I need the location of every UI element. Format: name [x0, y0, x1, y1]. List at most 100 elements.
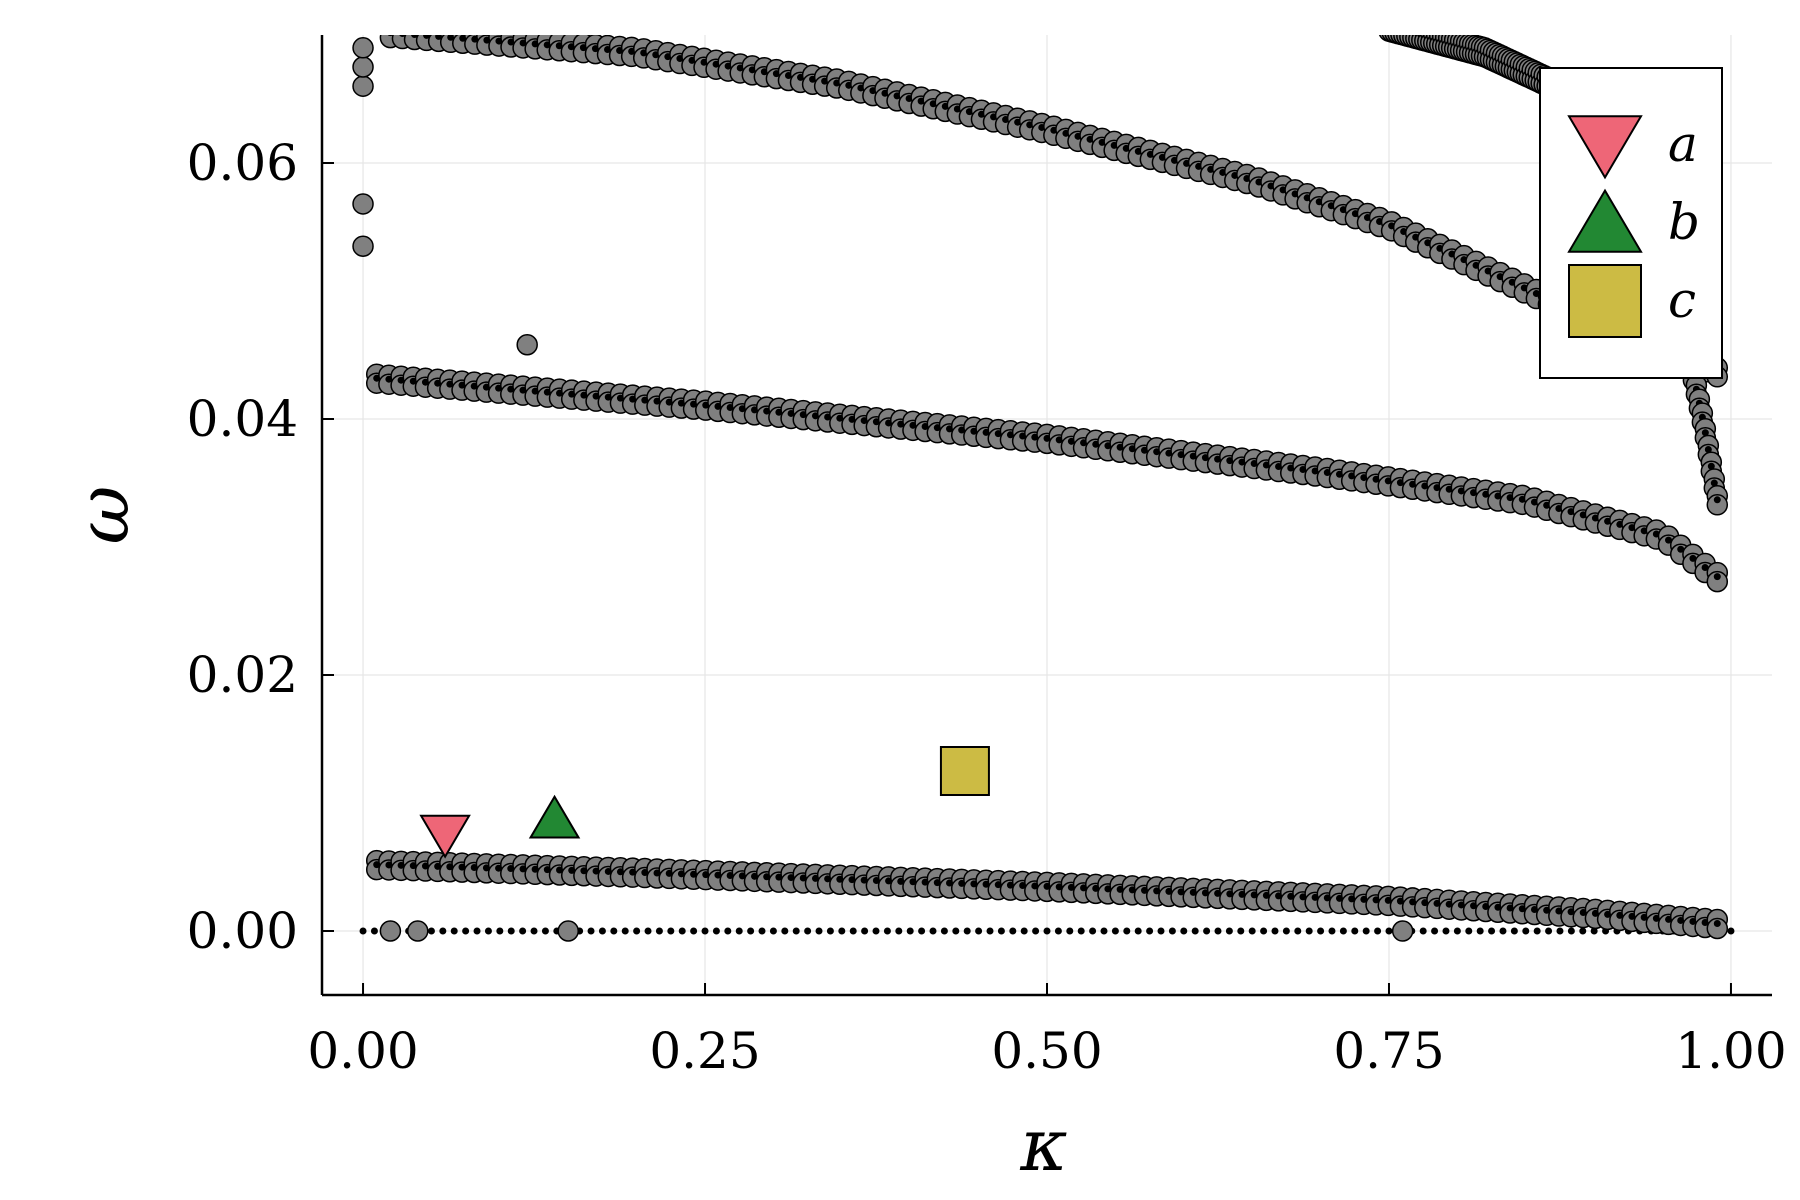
data-point	[352, 193, 374, 215]
data-point-small	[838, 927, 846, 935]
data-point-small	[701, 927, 709, 935]
data-point-small	[462, 927, 470, 935]
data-point-small	[1431, 927, 1439, 935]
data-point-small	[826, 927, 834, 935]
highlight-markers	[419, 746, 990, 859]
legend-label-a: a	[1668, 115, 1698, 173]
data-point-small	[1707, 462, 1715, 470]
data-point-small	[1146, 927, 1154, 935]
data-point-small	[1545, 927, 1553, 935]
data-point	[1706, 570, 1729, 593]
data-point-small	[1567, 927, 1575, 935]
data-point-small	[1328, 927, 1336, 935]
data-point-small	[781, 927, 789, 935]
data-point-small	[724, 927, 732, 935]
x-tick-label: 0.50	[991, 1022, 1102, 1080]
data-point-small	[1043, 927, 1051, 935]
data-point	[1385, 14, 1405, 34]
data-point-small	[1408, 35, 1412, 36]
data-point-small	[1704, 446, 1712, 454]
legend-label-c: c	[1668, 271, 1696, 329]
data-point	[1395, 35, 1401, 36]
data-point-small	[1533, 927, 1541, 935]
data-point	[516, 334, 538, 356]
data-point-small	[1385, 23, 1392, 30]
data-point-small	[1453, 927, 1461, 935]
data-point-small	[1400, 27, 1407, 34]
data-point	[557, 920, 579, 942]
data-point-small	[1271, 927, 1279, 935]
data-point-small	[1665, 536, 1673, 544]
data-point	[1396, 35, 1406, 37]
data-point-small	[1248, 927, 1256, 935]
data-point-small	[423, 35, 431, 39]
data-point-small	[1362, 927, 1370, 935]
legend-marker-c	[1568, 264, 1642, 338]
data-point-small	[872, 927, 880, 935]
data-point-small	[1123, 927, 1131, 935]
data-point-small	[1203, 927, 1211, 935]
data-point	[352, 56, 374, 78]
data-point	[1706, 917, 1729, 940]
data-point-small	[667, 927, 675, 935]
data-point-small	[1713, 919, 1721, 927]
data-point-small	[929, 927, 937, 935]
data-point-small	[918, 927, 926, 935]
x-tick-label: 0.00	[307, 1022, 418, 1080]
data-point-small	[975, 927, 983, 935]
data-point-small	[1260, 927, 1268, 935]
data-point-small	[1134, 927, 1142, 935]
data-point	[1399, 35, 1415, 38]
data-point-small	[507, 927, 515, 935]
data-point-small	[1488, 927, 1496, 935]
data-point-small	[633, 927, 641, 935]
data-point-small	[1590, 927, 1598, 935]
data-point-small	[1394, 25, 1401, 32]
data-point-small	[621, 927, 629, 935]
data-point-small	[387, 35, 393, 37]
data-point-small	[1180, 927, 1188, 935]
data-point-small	[1089, 927, 1097, 935]
data-point	[1397, 35, 1411, 37]
data-point	[379, 920, 402, 942]
data-point-small	[1701, 563, 1709, 571]
data-point-small	[986, 927, 994, 935]
data-point-small	[655, 927, 663, 935]
ticks: 0.00 0.25 0.50 0.75 1.00 0.00 0.02 0.04 0.06	[187, 134, 1787, 1080]
legend-marker-b	[1567, 188, 1643, 253]
data-point-small	[1522, 927, 1530, 935]
data-point-small	[1385, 927, 1393, 935]
data-point-small	[1032, 927, 1040, 935]
data-point-small	[473, 927, 481, 935]
data-point-small	[1419, 927, 1427, 935]
data-point-small	[1727, 927, 1735, 935]
data-point-small	[1713, 573, 1721, 581]
data-point-small	[1391, 24, 1398, 31]
data-point-small	[519, 927, 527, 935]
data-point-small	[411, 35, 418, 38]
x-tick-label: 1.00	[1675, 1022, 1786, 1080]
data-point-small	[587, 927, 595, 935]
data-point-small	[906, 927, 914, 935]
data-point-small	[895, 927, 903, 935]
data-point-small	[359, 927, 367, 935]
data-point-small	[1317, 927, 1325, 935]
data-point-small	[678, 927, 686, 935]
x-axis-title: κ	[1019, 1103, 1067, 1187]
data-point-small	[541, 927, 549, 935]
data-point-small	[1111, 927, 1119, 935]
data-point-small	[1294, 927, 1302, 935]
data-point-small	[484, 927, 492, 935]
legend-marker-a	[1567, 115, 1643, 180]
data-point	[352, 37, 374, 59]
data-point-small	[963, 927, 971, 935]
data-point-small	[804, 927, 812, 935]
data-point-small	[1077, 927, 1085, 935]
data-point-small	[610, 927, 618, 935]
data-point-small	[399, 35, 406, 38]
y-tick-label: 0.00	[187, 902, 298, 960]
data-point-small	[1677, 545, 1685, 553]
data-point-small	[735, 927, 743, 935]
data-point-small	[815, 927, 823, 935]
data-point-small	[1710, 479, 1718, 487]
